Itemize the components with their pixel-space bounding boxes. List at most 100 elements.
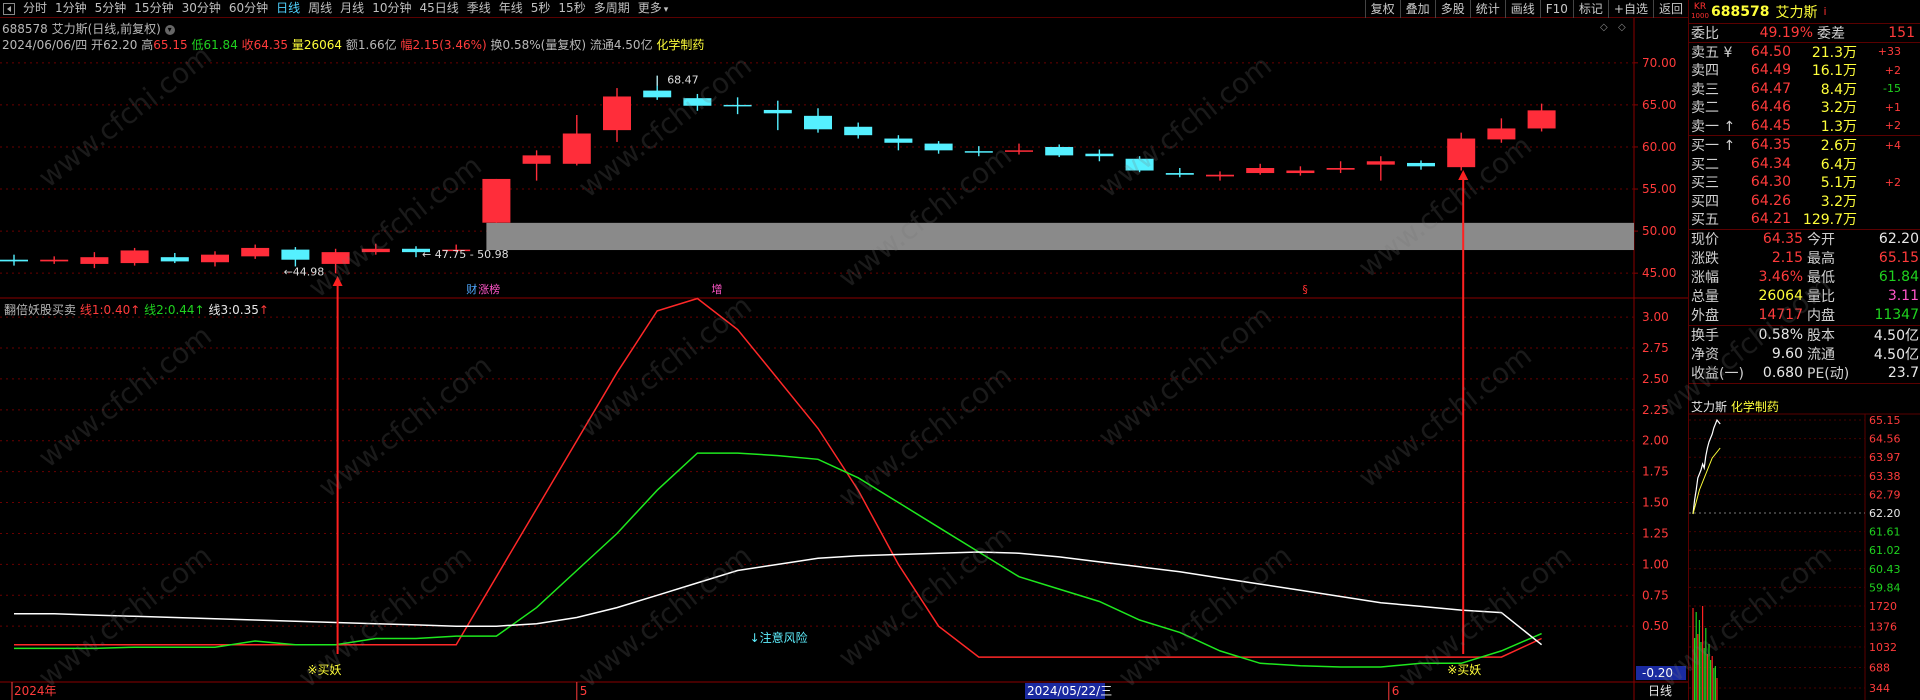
candle-body — [1125, 158, 1154, 171]
candle[interactable] — [763, 100, 792, 131]
candle[interactable] — [201, 251, 229, 267]
toolbar-button-7[interactable]: +自选 — [1607, 0, 1653, 18]
candle[interactable] — [562, 114, 591, 166]
candle[interactable] — [1527, 103, 1556, 132]
candle[interactable] — [1165, 168, 1194, 178]
candle-body — [442, 249, 471, 252]
tab-period-0[interactable]: 分时 — [23, 0, 48, 15]
book-volume: 8.4万 — [1820, 81, 1857, 98]
mini-price-line — [1692, 418, 1721, 515]
toolbar-button-4[interactable]: 画线 — [1504, 0, 1540, 18]
candle[interactable] — [281, 247, 310, 267]
info-icon[interactable]: i — [1823, 5, 1827, 18]
tab-period-3[interactable]: 15分钟 — [134, 0, 174, 15]
increase-tag[interactable]: 增 — [711, 282, 722, 296]
toolbar-button-1[interactable]: 叠加 — [1399, 0, 1435, 18]
candle[interactable] — [241, 244, 270, 259]
tab-period-14[interactable]: 15秒 — [558, 0, 586, 15]
book-price: 64.30 — [1750, 174, 1791, 191]
logo-bottom: 1000 — [1691, 11, 1709, 20]
event-tag[interactable]: § — [1302, 283, 1308, 296]
tab-period-12[interactable]: 年线 — [498, 0, 523, 15]
quote-title: KR 1000 688578 艾力斯 i — [1689, 0, 1920, 24]
tab-period-5[interactable]: 60分钟 — [228, 0, 269, 15]
finance-tag[interactable]: 财 — [466, 282, 477, 296]
candle[interactable] — [522, 150, 551, 181]
mini-avg-line — [1692, 447, 1721, 515]
candle[interactable] — [402, 246, 430, 258]
candle[interactable] — [1045, 144, 1074, 158]
toolbar-button-0[interactable]: 复权 — [1364, 0, 1400, 18]
candle[interactable] — [80, 252, 109, 269]
candle[interactable] — [442, 244, 471, 253]
candle[interactable] — [1206, 171, 1234, 181]
candle[interactable] — [804, 108, 832, 133]
candle[interactable] — [844, 122, 873, 139]
toolbar-button-6[interactable]: 标记 — [1572, 0, 1608, 18]
candle[interactable] — [1487, 118, 1516, 143]
tab-period-1[interactable]: 1分钟 — [55, 0, 87, 15]
candle[interactable] — [1366, 156, 1395, 181]
toolbar-button-3[interactable]: 统计 — [1469, 0, 1505, 18]
tab-period-16[interactable]: 更多 — [634, 0, 673, 19]
candle[interactable] — [884, 135, 913, 151]
gain-list-tag[interactable]: 涨榜 — [478, 282, 500, 296]
candle[interactable] — [723, 97, 752, 115]
tab-period-11[interactable]: 季线 — [466, 0, 491, 15]
tab-period-7[interactable]: 周线 — [308, 0, 333, 15]
tab-period-2[interactable]: 5分钟 — [94, 0, 127, 15]
indicator-axis-label: 2.50 — [1642, 372, 1669, 386]
period-label[interactable]: 日线 — [1648, 684, 1672, 698]
candle[interactable] — [120, 247, 149, 266]
tab-period-13[interactable]: 5秒 — [530, 0, 551, 15]
candle[interactable] — [1085, 149, 1114, 162]
price-axis-label: 70.00 — [1642, 56, 1676, 70]
amount-value: 1.66亿 — [357, 38, 397, 52]
toolbar-button-8[interactable]: 返回 — [1652, 0, 1688, 18]
candle[interactable] — [321, 248, 350, 274]
candle[interactable] — [683, 93, 712, 111]
stats1-row-1: 涨跌 2.15 最高 65.15 — [1689, 249, 1920, 268]
tab-period-9[interactable]: 10分钟 — [372, 0, 412, 15]
intraday-mini-chart[interactable]: 艾力斯 化学制药 65.15 64.56 63.97 63.38 62.79 62.20 6… — [1689, 398, 1920, 700]
indicator-cursor-box — [1636, 666, 1686, 680]
candle[interactable] — [1447, 132, 1476, 171]
tab-period-4[interactable]: 30分钟 — [181, 0, 221, 15]
tab-period-8[interactable]: 月线 — [340, 0, 365, 15]
price-axis-label: 55.00 — [1642, 182, 1676, 196]
candle[interactable] — [603, 88, 631, 142]
range-label: ← 47.75 - 50.98 — [422, 248, 509, 261]
candle[interactable] — [924, 141, 953, 154]
candle-body — [1206, 174, 1234, 177]
title-dropdown-icon[interactable]: ▾ — [164, 24, 175, 35]
candle[interactable] — [1005, 143, 1033, 155]
toolbar-button-2[interactable]: 多股 — [1434, 0, 1470, 18]
candle-body — [1005, 150, 1033, 152]
book-change: +4 — [1884, 138, 1901, 152]
candle[interactable] — [40, 256, 69, 264]
candle[interactable] — [1407, 160, 1435, 170]
candle[interactable] — [361, 243, 390, 255]
candle[interactable] — [1326, 161, 1355, 174]
candle[interactable] — [0, 254, 28, 266]
stat-value: 9.60 — [1771, 346, 1803, 362]
candle[interactable] — [1286, 166, 1315, 176]
candle[interactable] — [1246, 163, 1275, 175]
candle[interactable] — [1125, 156, 1154, 173]
tab-period-6[interactable]: 日线 — [276, 0, 301, 15]
back-arrow-icon[interactable] — [3, 2, 15, 15]
toolbar-button-5[interactable]: F10 — [1539, 0, 1573, 18]
ask-row-1: 卖四 64.49 16.1万 +2 — [1689, 61, 1920, 80]
diamond-icon-2[interactable]: ◇ — [1618, 22, 1626, 33]
diamond-icon[interactable]: ◇ — [1600, 22, 1608, 33]
candle-body — [1246, 168, 1275, 174]
candle[interactable] — [482, 178, 511, 223]
kline-chart[interactable]: 70.00 65.00 60.00 55.00 50.00 45.00 3.00 2.75 2.… — [0, 18, 1688, 700]
stat-label: 内盘 — [1807, 308, 1835, 324]
mini-stock-name: 艾力斯 — [1691, 400, 1728, 414]
candle[interactable] — [964, 146, 993, 157]
tab-period-10[interactable]: 45日线 — [419, 0, 459, 15]
tab-period-15[interactable]: 多周期 — [593, 0, 630, 15]
candle[interactable] — [160, 252, 189, 264]
book-level-label: 买四 — [1691, 193, 1719, 210]
